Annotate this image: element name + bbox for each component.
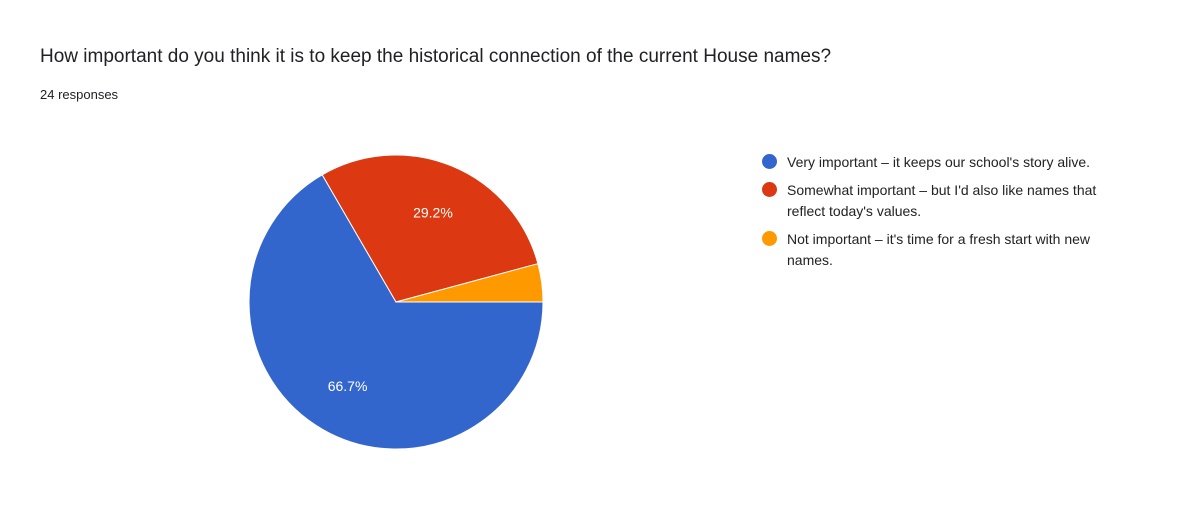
legend-label: Somewhat important – but I'd also like n…: [787, 182, 1097, 219]
legend-item[interactable]: Not important – it's time for a fresh st…: [760, 229, 1130, 271]
legend-swatch: [762, 154, 777, 169]
pie-slice[interactable]: [395, 263, 544, 303]
pie-slice[interactable]: [321, 154, 539, 303]
response-count: 24 responses: [40, 87, 119, 102]
legend-label: Not important – it's time for a fresh st…: [787, 231, 1091, 268]
legend-label: Very important – it keeps our school's s…: [787, 154, 1091, 170]
pie-slice[interactable]: [248, 174, 544, 450]
legend-swatch: [762, 231, 777, 246]
legend: Very important – it keeps our school's s…: [760, 152, 1130, 278]
legend-swatch: [762, 182, 777, 197]
slice-data-label: 29.2%: [413, 204, 453, 220]
slice-data-label: 66.7%: [328, 378, 368, 394]
question-title: How important do you think it is to keep…: [40, 46, 832, 67]
legend-item[interactable]: Very important – it keeps our school's s…: [760, 152, 1130, 173]
legend-item[interactable]: Somewhat important – but I'd also like n…: [760, 180, 1130, 222]
